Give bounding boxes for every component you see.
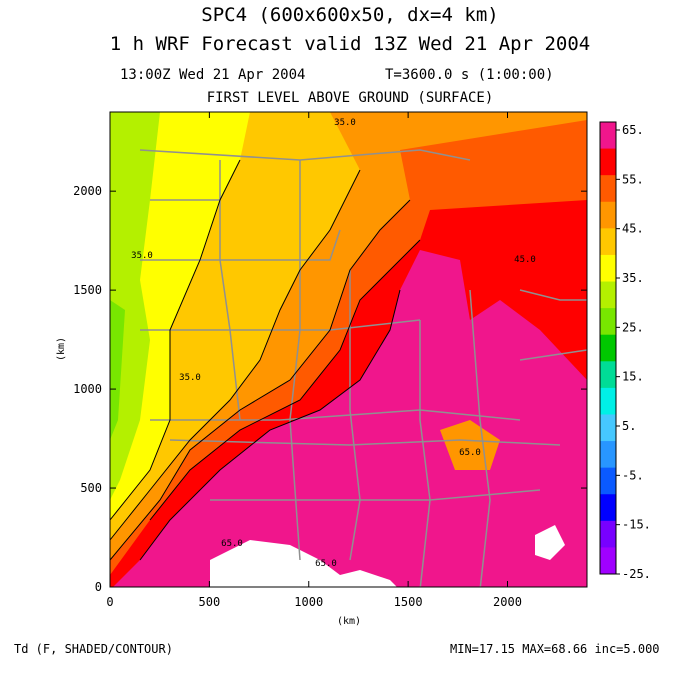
- colorbar-label: -25.: [622, 567, 651, 581]
- colorbar-swatch: [600, 201, 616, 229]
- colorbar-swatch: [600, 175, 616, 203]
- colorbar-label: 35.: [622, 271, 644, 285]
- contour-label: 35.0: [179, 373, 201, 383]
- y-tick-label: 1000: [73, 382, 102, 396]
- x-axis-label: (km): [337, 616, 361, 627]
- contour-label: 45.0: [514, 255, 536, 265]
- title-valid-time: 13:00Z Wed 21 Apr 2004: [120, 67, 306, 83]
- contour-label: 35.0: [131, 251, 153, 261]
- colorbar-label: 15.: [622, 370, 644, 384]
- colorbar-swatch: [600, 467, 616, 495]
- colorbar-label: 5.: [622, 419, 636, 433]
- field-band-20-west: [110, 300, 125, 440]
- field-description: Td (F, SHADED/CONTOUR): [14, 642, 173, 656]
- field-band-max: [210, 540, 397, 587]
- title-line-2: 1 h WRF Forecast valid 13Z Wed 21 Apr 20…: [109, 33, 591, 55]
- colorbar: 65. 55. 45. 35. 25. 15. 5. -5. -15. -25.: [599, 121, 651, 581]
- contour-label: 65.0: [315, 559, 337, 569]
- y-axis-label: (km): [56, 337, 67, 361]
- colorbar-swatch: [600, 414, 616, 442]
- x-tick-label: 2000: [493, 595, 522, 609]
- colorbar-label: 55.: [622, 172, 644, 186]
- y-tick-label: 1500: [73, 283, 102, 297]
- title-line-1: SPC4 (600x600x50, dx=4 km): [201, 4, 499, 26]
- colorbar-label: 65.: [622, 123, 644, 137]
- colorbar-swatch: [600, 387, 616, 415]
- colorbar-swatch: [600, 441, 616, 469]
- colorbar-frame: [599, 121, 617, 575]
- map-frame: [109, 111, 588, 588]
- x-tick-label: 1500: [394, 595, 423, 609]
- colorbar-swatch: [600, 148, 616, 176]
- colorbar-swatch: [600, 520, 616, 548]
- colorbar-swatch: [600, 334, 616, 362]
- x-tick-label: 500: [199, 595, 221, 609]
- y-axis: 0 500 1000 1500 2000: [73, 184, 587, 594]
- colorbar-label: -15.: [622, 518, 651, 532]
- field-band-max-east: [535, 525, 565, 560]
- colorbar-swatch: [600, 308, 616, 336]
- y-tick-label: 500: [80, 481, 102, 495]
- y-tick-label: 0: [95, 580, 102, 594]
- contour-labels: 35.0 35.0 35.0 45.0 65.0 65.0 65.0: [131, 118, 536, 569]
- title-level: FIRST LEVEL ABOVE GROUND (SURFACE): [206, 90, 494, 106]
- colorbar-label: -5.: [622, 468, 644, 482]
- contour-lines: [110, 159, 421, 561]
- colorbar-label: 25.: [622, 320, 644, 334]
- dewpoint-field: [110, 112, 587, 587]
- colorbar-swatch: [600, 547, 616, 575]
- field-band-25-west: [110, 112, 160, 500]
- contour-label: 65.0: [459, 448, 481, 458]
- colorbar-swatch: [600, 228, 616, 256]
- x-tick-label: 1000: [294, 595, 323, 609]
- y-tick-label: 2000: [73, 184, 102, 198]
- state-boundaries: [139, 149, 587, 587]
- title-forecast-seconds: T=3600.0 s (1:00:00): [385, 67, 554, 83]
- contour-label: 35.0: [334, 118, 356, 128]
- x-tick-label: 0: [106, 595, 113, 609]
- colorbar-swatch: [600, 254, 616, 283]
- contour-label: 65.0: [221, 539, 243, 549]
- colorbar-swatch: [600, 122, 616, 150]
- colorbar-swatch: [600, 361, 616, 389]
- field-band-60: [113, 250, 587, 587]
- x-axis: 0 500 1000 1500 2000: [106, 112, 522, 609]
- colorbar-swatch: [600, 494, 616, 522]
- field-stats: MIN=17.15 MAX=68.66 inc=5.000: [450, 642, 660, 656]
- colorbar-swatch: [600, 281, 616, 309]
- colorbar-label: 45.: [622, 222, 644, 236]
